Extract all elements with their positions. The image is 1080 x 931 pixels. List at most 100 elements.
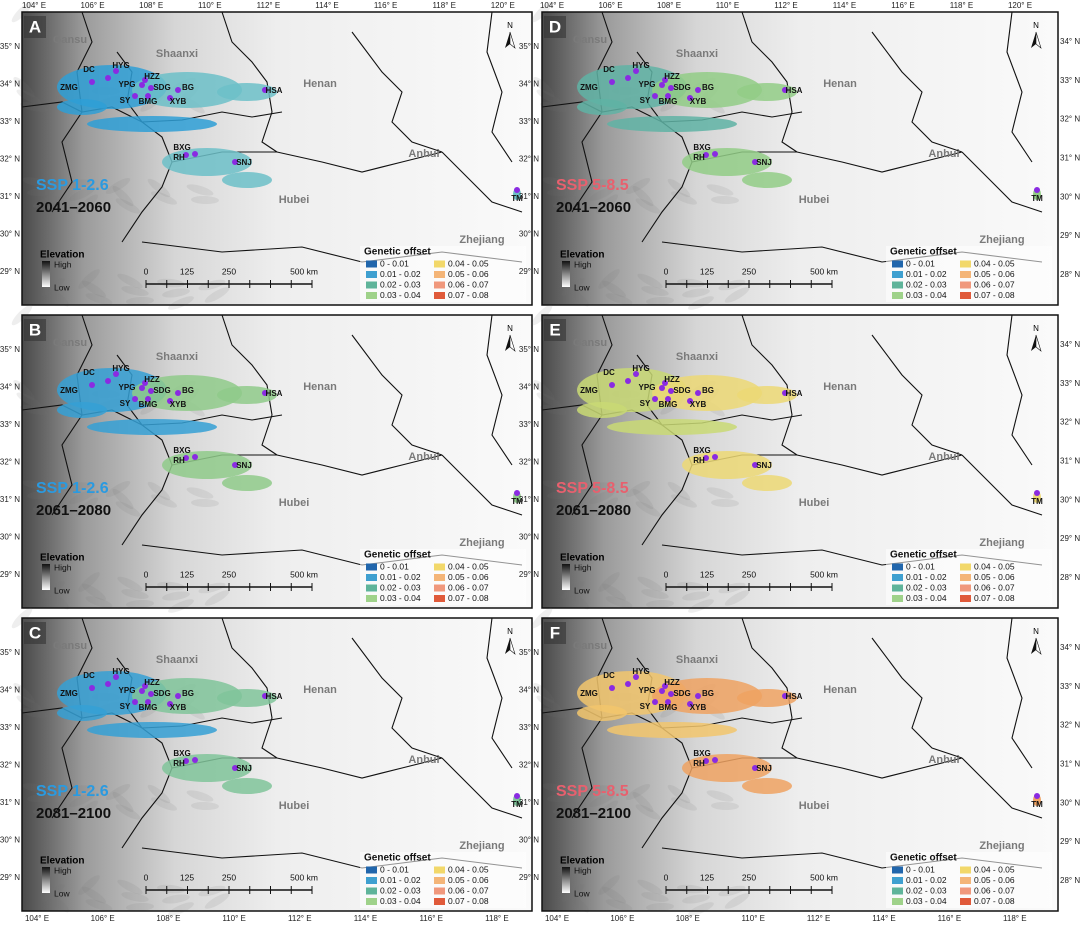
relief <box>595 800 619 820</box>
latitude-label: 28° N <box>1060 573 1080 582</box>
longitude-label: 106° E <box>81 1 105 10</box>
legend-swatch <box>434 877 445 884</box>
latitude-label: 31° N <box>1060 154 1080 163</box>
site-marker <box>659 82 665 88</box>
legend-label: 0 - 0.01 <box>906 258 935 268</box>
habitat-area <box>87 116 217 132</box>
site-label: ZMG <box>60 386 78 395</box>
province-label: Hubei <box>799 497 830 509</box>
site-label: DC <box>603 368 615 377</box>
panel-letter-box <box>544 16 566 38</box>
site-label: XYB <box>690 400 707 409</box>
relief <box>69 490 95 504</box>
province-border <box>871 334 963 456</box>
latitude-label: 31° N <box>0 495 20 504</box>
site-label: SY <box>640 702 651 711</box>
legend-title: Genetic offset <box>890 550 957 561</box>
legend-swatch <box>434 898 445 905</box>
site-marker <box>145 396 151 402</box>
habitat-area <box>132 375 242 411</box>
legend-label: 0.02 - 0.03 <box>906 279 947 289</box>
site-marker <box>113 371 119 377</box>
legend-label: 0.07 - 0.08 <box>448 593 489 603</box>
site-label: YPG <box>639 383 656 392</box>
site-label: SDG <box>153 689 170 698</box>
relief <box>126 902 154 912</box>
panel-frame <box>541 314 1059 609</box>
relief <box>711 195 739 205</box>
north-arrow <box>509 31 516 49</box>
panel-letter-box <box>24 622 46 644</box>
north-arrow <box>509 334 516 352</box>
relief <box>46 590 70 610</box>
relief <box>718 885 746 897</box>
relief <box>198 885 226 897</box>
habitat-area <box>132 72 242 108</box>
longitude-label: 112° E <box>807 914 831 923</box>
site-label: RH <box>693 456 705 465</box>
province-label: Gansu <box>573 337 607 349</box>
site-marker <box>687 398 693 404</box>
latitude-label: 33° N <box>1060 76 1080 85</box>
legend-label: 0.03 - 0.04 <box>906 896 947 906</box>
scenario-label: SSP 1-2.6 <box>36 783 109 800</box>
scale-label: 500 km <box>810 569 838 579</box>
site-label: XYB <box>170 97 187 106</box>
latitude-label: 29° N <box>519 570 539 579</box>
province-label: Shaanxi <box>676 351 718 363</box>
site-marker <box>89 382 95 388</box>
site-marker <box>609 685 615 691</box>
scale-label: 250 <box>222 569 236 579</box>
relief <box>20 707 48 719</box>
latitude-label: 32° N <box>0 761 20 770</box>
province-border <box>441 151 523 213</box>
site-marker <box>105 75 111 81</box>
relief <box>671 494 697 508</box>
legend-swatch <box>960 887 971 895</box>
latitude-label: 35° N <box>0 345 20 354</box>
site-marker <box>665 93 671 99</box>
site-label: YPG <box>119 686 136 695</box>
relief <box>27 187 55 197</box>
site-label: YPG <box>119 383 136 392</box>
legend-swatch <box>434 595 445 602</box>
elevation-high: High <box>574 865 592 875</box>
site-label: HZZ <box>664 678 680 687</box>
period-label: 2061–2080 <box>36 502 111 519</box>
legend-title: Genetic offset <box>364 247 431 258</box>
latitude-label: 34° N <box>1060 37 1080 46</box>
legend-swatch <box>366 574 377 581</box>
relief <box>126 296 154 306</box>
site-label: TM <box>511 194 523 203</box>
scale-label: 250 <box>742 569 756 579</box>
province-border <box>741 314 798 456</box>
relief <box>542 480 570 490</box>
site-marker <box>665 699 671 705</box>
site-marker <box>665 396 671 402</box>
relief <box>605 596 633 608</box>
relief <box>724 893 750 909</box>
elevation-bar <box>562 867 570 893</box>
site-marker <box>145 699 151 705</box>
elevation-low: Low <box>54 888 70 898</box>
legend-swatch <box>434 281 445 289</box>
province-label: Hubei <box>279 497 310 509</box>
panel-frame <box>21 617 533 912</box>
panel-letter: A <box>29 17 41 36</box>
latitude-label: 30° N <box>1060 192 1080 201</box>
relief <box>168 599 194 613</box>
legend-label: 0.03 - 0.04 <box>906 290 947 300</box>
site-label: HSA <box>786 389 803 398</box>
relief <box>13 380 35 400</box>
longitude-label: 104° E <box>25 914 49 923</box>
site-label: BXG <box>173 749 190 758</box>
relief <box>533 683 555 703</box>
site-marker <box>148 388 154 394</box>
relief <box>677 581 705 591</box>
latitude-label: 31° N <box>519 192 539 201</box>
legend-label: 0.01 - 0.02 <box>380 875 421 885</box>
legend-swatch <box>960 271 971 278</box>
site-label: HYG <box>632 364 649 373</box>
relief <box>561 581 585 599</box>
relief <box>646 599 674 609</box>
